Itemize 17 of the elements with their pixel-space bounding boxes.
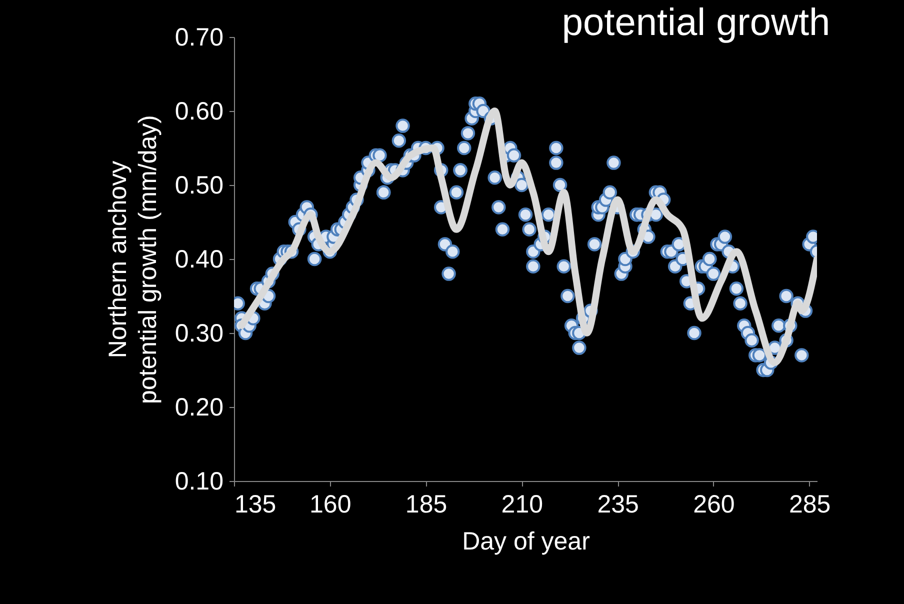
x-tick-label: 235 [597,490,639,518]
y-tick-label: 0.30 [174,320,224,348]
y-tick-label: 0.50 [174,172,224,200]
x-tick-label: 185 [405,490,448,518]
chart-title: potential growth [562,2,830,44]
y-tick-label: 0.40 [174,246,224,274]
y-tick-label: 0.60 [174,98,224,126]
x-tick-label: 260 [693,490,735,518]
x-axis-title: Day of year [462,528,590,556]
x-tick-label: 135 [234,490,276,518]
y-tick-label: 0.70 [174,24,224,52]
x-tick-label: 285 [788,490,831,518]
y-tick-label: 0.20 [174,394,224,422]
y-axis-title: Northern anchovy potential growth (mm/day) [104,114,162,404]
x-tick-label: 160 [310,490,352,518]
x-tick-label: 210 [501,490,544,518]
y-tick-label: 0.10 [174,468,224,496]
